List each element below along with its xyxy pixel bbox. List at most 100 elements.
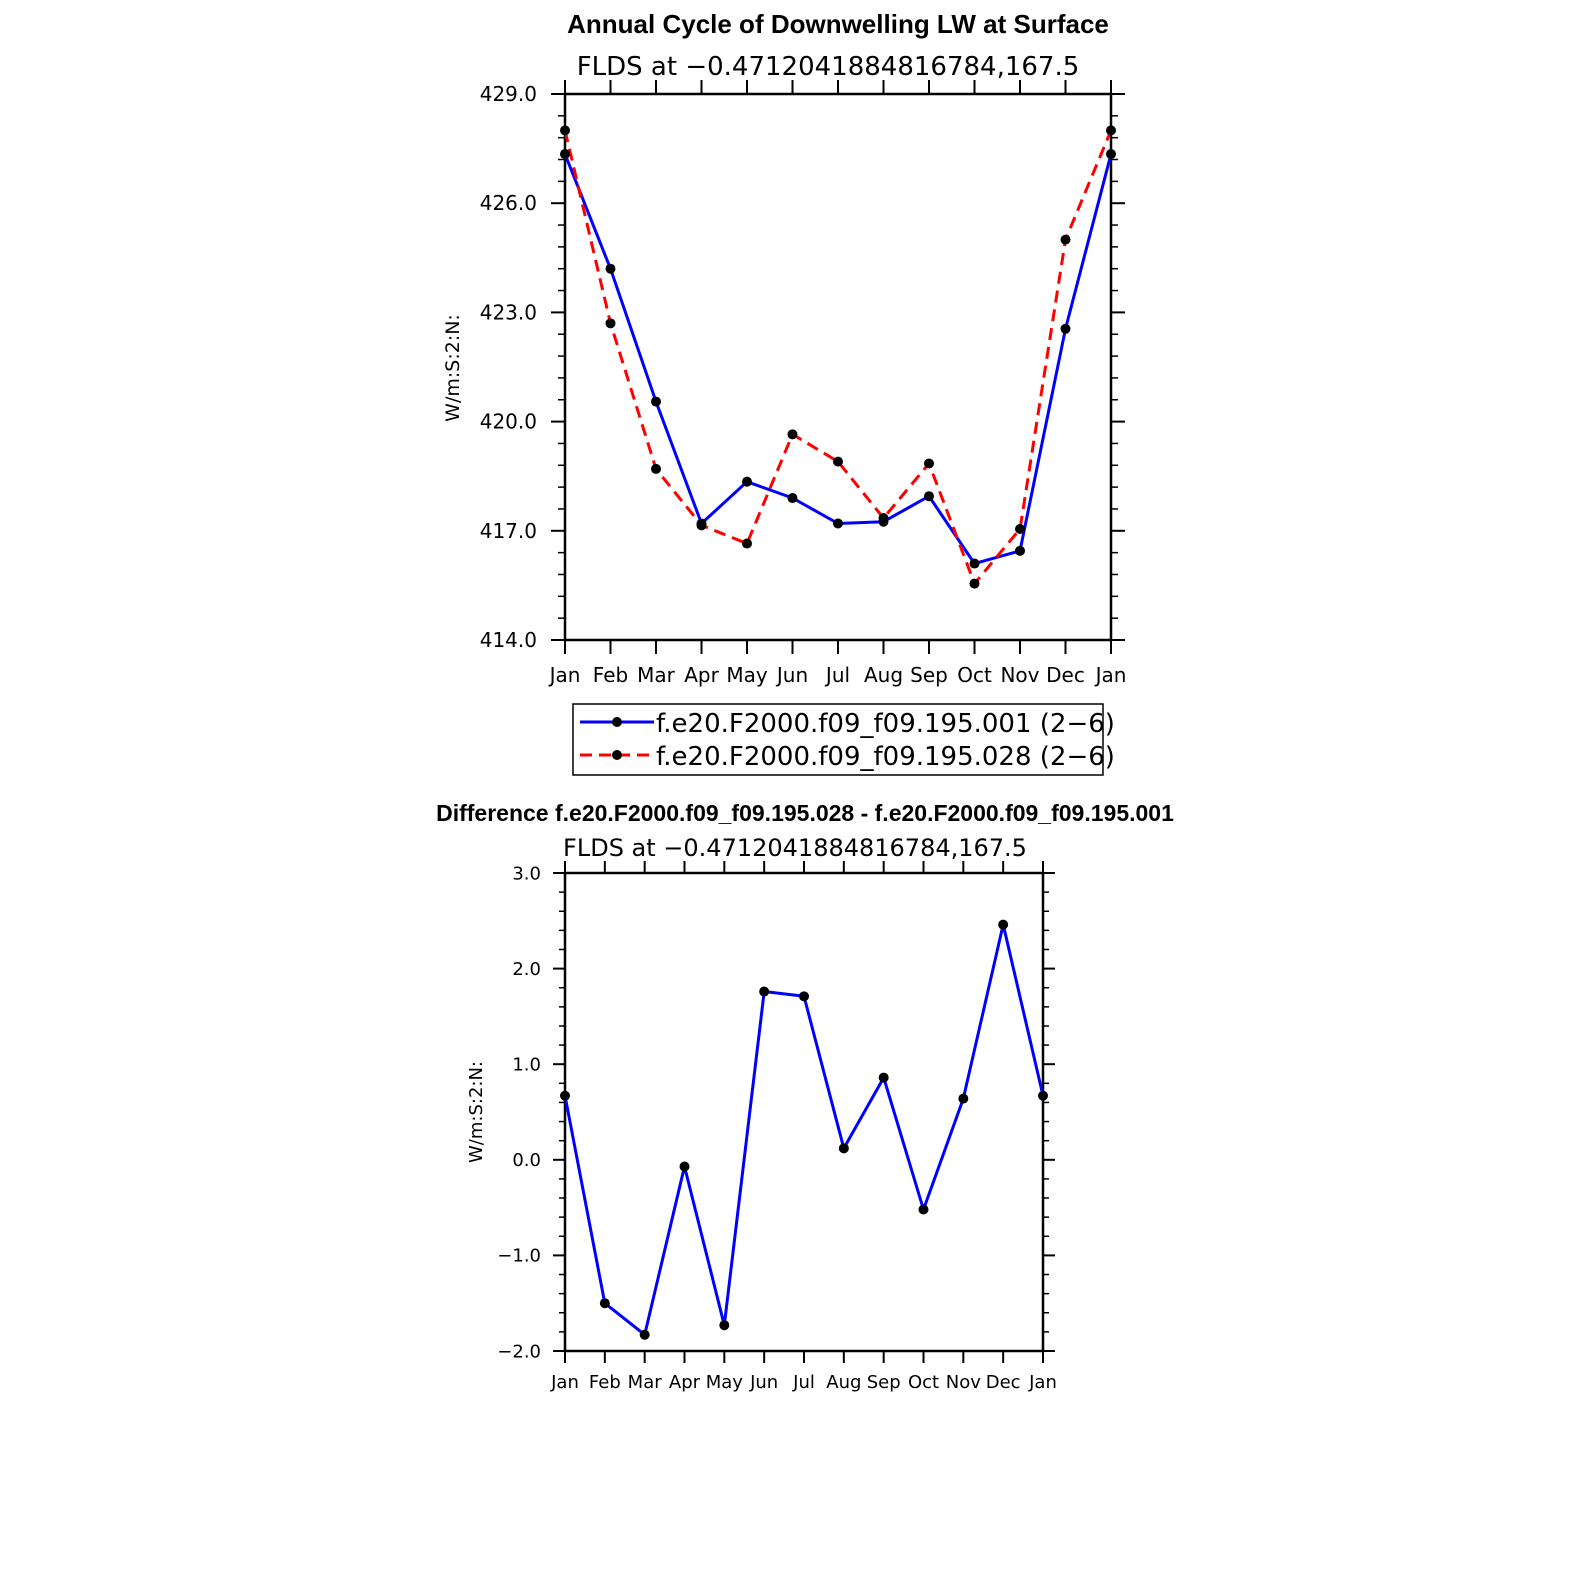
data-point-series-2 bbox=[1015, 523, 1025, 534]
annual-cycle-chart: Annual Cycle of Downwelling LW at Surfac… bbox=[442, 9, 1126, 687]
data-point-series-1 bbox=[759, 986, 770, 997]
tick-labels: −2.0 −1.0 0.0 1.0 2.0 3.0 Jan Feb Mar Apr May Jun Ju… bbox=[497, 863, 1057, 1393]
x-tick-label: Sep bbox=[867, 1372, 901, 1393]
y-tick-label: 1.0 bbox=[512, 1055, 541, 1076]
plot-marks bbox=[560, 919, 1048, 1340]
data-point-series-2 bbox=[1106, 125, 1116, 136]
data-point-series-1 bbox=[787, 493, 798, 504]
data-point-series-1 bbox=[679, 1161, 690, 1172]
data-point-series-1 bbox=[969, 558, 980, 569]
x-tick-label: Jan bbox=[1028, 1372, 1057, 1393]
data-point-series-2 bbox=[924, 458, 934, 469]
x-tick-label: Mar bbox=[637, 663, 676, 687]
data-point-series-1 bbox=[719, 1320, 730, 1331]
data-point-series-2 bbox=[696, 520, 707, 531]
data-point-series-2 bbox=[560, 125, 570, 136]
x-tick-label: Oct bbox=[908, 1372, 939, 1393]
y-tick-label: 3.0 bbox=[512, 863, 541, 884]
x-tick-label: Sep bbox=[910, 663, 948, 687]
x-tick-label: Jun bbox=[749, 1372, 778, 1393]
data-point-series-1 bbox=[560, 1090, 570, 1101]
data-point-series-2 bbox=[833, 456, 843, 467]
chart-title: Difference f.e20.F2000.f09_f09.195.028 -… bbox=[436, 800, 1174, 826]
x-tick-label: Jun bbox=[775, 663, 808, 687]
y-tick-label: 420.0 bbox=[480, 410, 537, 434]
y-tick-label: −1.0 bbox=[497, 1246, 541, 1267]
legend-label-series-1: f.e20.F2000.f09_f09.195.001 (2−6) bbox=[656, 709, 1115, 739]
x-tick-label: Aug bbox=[826, 1372, 861, 1393]
data-point-series-1 bbox=[1060, 323, 1071, 334]
y-tick-label: 2.0 bbox=[512, 959, 541, 980]
x-tick-label: Jan bbox=[550, 1372, 579, 1393]
x-tick-label: Oct bbox=[957, 663, 992, 687]
y-axis-label: W/m:S:2:N: bbox=[466, 1061, 487, 1163]
data-point-series-1 bbox=[1015, 545, 1025, 556]
chart-subtitle: FLDS at −0.4712041884816784,167.5 bbox=[563, 834, 1027, 862]
x-tick-label: Apr bbox=[684, 663, 719, 687]
x-tick-label: May bbox=[726, 663, 768, 687]
x-tick-label: Mar bbox=[628, 1372, 663, 1393]
data-point-series-1 bbox=[833, 518, 843, 529]
data-point-series-1 bbox=[918, 1204, 929, 1215]
series-line-1 bbox=[563, 923, 1045, 1337]
plot-axes bbox=[553, 861, 1055, 1363]
x-tick-label: Feb bbox=[589, 1372, 621, 1393]
data-point-series-1 bbox=[838, 1143, 849, 1154]
series-line-2 bbox=[563, 129, 1113, 586]
data-point-series-1 bbox=[998, 919, 1009, 930]
tick-labels: 414.0 417.0 420.0 423.0 426.0 429.0 Jan Feb Mar A… bbox=[480, 82, 1127, 687]
data-point-series-1 bbox=[958, 1093, 969, 1104]
data-point-series-2 bbox=[787, 429, 798, 440]
y-tick-label: −2.0 bbox=[497, 1341, 541, 1362]
x-tick-label: Jul bbox=[824, 663, 850, 687]
x-tick-label: Dec bbox=[986, 1372, 1021, 1393]
chart-title: Annual Cycle of Downwelling LW at Surfac… bbox=[567, 9, 1109, 39]
data-point-series-1 bbox=[878, 1072, 889, 1083]
x-tick-label: Nov bbox=[1000, 663, 1039, 687]
difference-chart: Difference f.e20.F2000.f09_f09.195.028 -… bbox=[436, 800, 1174, 1393]
data-point-series-1 bbox=[924, 491, 934, 502]
y-tick-label: 426.0 bbox=[480, 191, 537, 215]
x-tick-label: Jan bbox=[548, 663, 581, 687]
x-tick-label: Aug bbox=[864, 663, 903, 687]
plot-frame bbox=[563, 871, 1045, 1353]
y-tick-label: 414.0 bbox=[480, 628, 537, 652]
plot-frame bbox=[563, 92, 1113, 642]
data-point-series-2 bbox=[1060, 234, 1071, 245]
x-tick-label: Jul bbox=[792, 1372, 815, 1393]
data-point-series-2 bbox=[878, 513, 889, 524]
y-tick-label: 429.0 bbox=[480, 82, 537, 106]
x-tick-label: May bbox=[706, 1372, 744, 1393]
data-point-series-2 bbox=[742, 538, 752, 549]
x-tick-label: Jan bbox=[1094, 663, 1127, 687]
plot-axes bbox=[551, 80, 1125, 654]
y-tick-label: 423.0 bbox=[480, 300, 537, 324]
data-point-series-1 bbox=[742, 476, 752, 487]
x-tick-label: Dec bbox=[1046, 663, 1085, 687]
data-point-series-2 bbox=[651, 463, 661, 474]
data-point-series-1 bbox=[1106, 149, 1116, 160]
legend: f.e20.F2000.f09_f09.195.001 (2−6) f.e20.… bbox=[572, 703, 1115, 776]
data-point-series-1 bbox=[799, 991, 809, 1002]
chart-subtitle: FLDS at −0.4712041884816784,167.5 bbox=[577, 52, 1080, 82]
data-point-series-1 bbox=[605, 263, 616, 274]
data-point-series-2 bbox=[969, 578, 980, 589]
x-tick-label: Nov bbox=[946, 1372, 981, 1393]
data-point-series-1 bbox=[651, 396, 661, 407]
series-line-1 bbox=[563, 153, 1113, 566]
data-point-series-2 bbox=[605, 318, 616, 329]
y-tick-label: 417.0 bbox=[480, 519, 537, 543]
y-tick-label: 0.0 bbox=[512, 1150, 541, 1171]
y-axis-label: W/m:S:2:N: bbox=[442, 314, 464, 422]
legend-marker-series-2 bbox=[612, 750, 622, 760]
x-tick-label: Apr bbox=[669, 1372, 701, 1393]
legend-box bbox=[572, 703, 1104, 776]
legend-marker-series-1 bbox=[612, 717, 622, 727]
data-point-series-1 bbox=[1038, 1090, 1048, 1101]
legend-label-series-2: f.e20.F2000.f09_f09.195.028 (2−6) bbox=[656, 742, 1115, 772]
x-tick-label: Feb bbox=[593, 663, 628, 687]
data-point-series-1 bbox=[560, 149, 570, 160]
data-point-series-1 bbox=[599, 1298, 610, 1309]
plot-marks bbox=[560, 125, 1116, 589]
